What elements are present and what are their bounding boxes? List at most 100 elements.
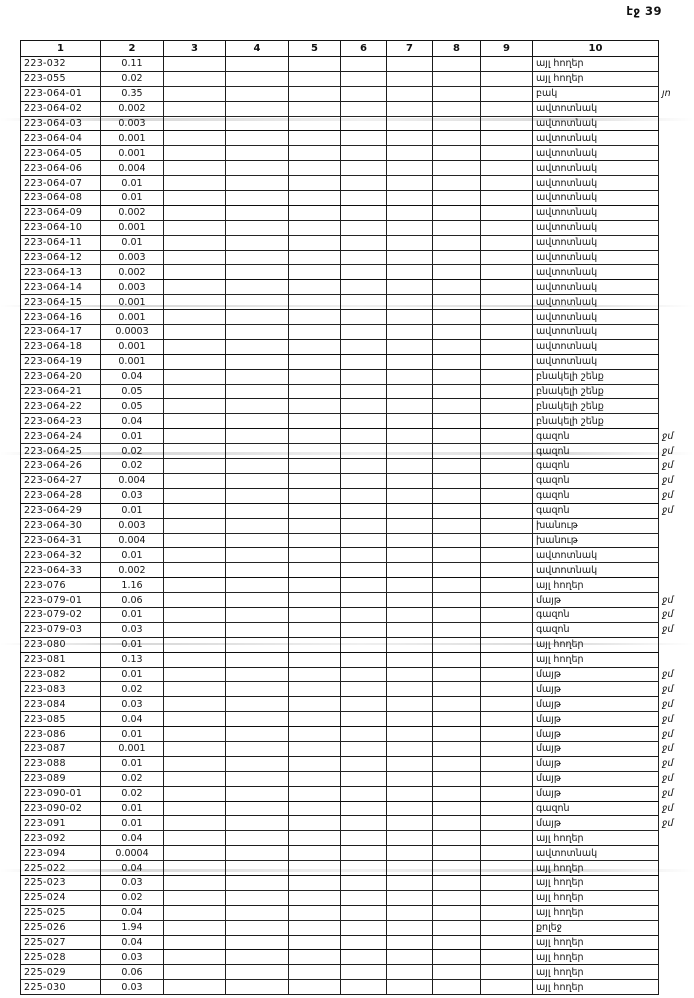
empty-cell-col8 [432, 919, 481, 936]
empty-cell-col7 [386, 740, 433, 757]
column-header-9: 9 [480, 40, 533, 57]
empty-cell-col6 [340, 502, 387, 519]
table-row: 223-090-02 0.01 գազոն ջմ [20, 800, 694, 817]
empty-cell-col5 [288, 279, 341, 296]
empty-cell-col4 [225, 755, 289, 772]
empty-cell-col4 [225, 324, 289, 340]
empty-cell-col7 [386, 562, 433, 579]
empty-cell-col8 [432, 279, 481, 296]
empty-cell-col4 [225, 443, 289, 460]
parcel-code-cell: 223-064-23 [20, 413, 101, 430]
parcel-code-cell: 223-091 [20, 815, 101, 832]
parcel-code-cell: 225-029 [20, 964, 101, 981]
parcel-code-cell: 223-089 [20, 770, 101, 787]
empty-cell-col8 [432, 889, 481, 906]
empty-cell-col9 [480, 487, 533, 504]
empty-cell-col3 [163, 368, 226, 385]
empty-cell-col7 [386, 532, 433, 549]
empty-cell-col9 [480, 934, 533, 951]
empty-cell-col8 [432, 681, 481, 698]
empty-cell-col3 [163, 70, 226, 87]
table-row: 223-064-11 0.01 ավտոտնակ [20, 234, 694, 251]
empty-cell-col3 [163, 621, 226, 638]
empty-cell-col5 [288, 740, 341, 757]
empty-cell-col5 [288, 249, 341, 266]
area-value-cell: 0.35 [100, 85, 164, 102]
table-row: 223-087 0.001 մայթ ջմ [20, 740, 694, 757]
empty-cell-col7 [386, 592, 433, 608]
area-value-cell: 0.02 [100, 458, 164, 474]
empty-cell-col5 [288, 353, 341, 370]
empty-cell-col8 [432, 860, 481, 876]
parcel-code-cell: 223-064-05 [20, 145, 101, 162]
land-use-cell: բակ [532, 85, 659, 102]
empty-cell-col8 [432, 502, 481, 519]
empty-cell-col8 [432, 577, 481, 594]
empty-cell-col4 [225, 56, 289, 72]
empty-cell-col7 [386, 666, 433, 683]
area-value-cell: 0.04 [100, 830, 164, 847]
parcel-code-cell: 223-064-17 [20, 324, 101, 340]
empty-cell-col6 [340, 949, 387, 966]
empty-cell-col9 [480, 815, 533, 832]
margin-handwritten-note: ջմ [662, 668, 674, 680]
margin-handwritten-note [659, 905, 694, 920]
empty-cell-col4 [225, 502, 289, 519]
empty-cell-col8 [432, 666, 481, 683]
empty-cell-col7 [386, 934, 433, 951]
margin-handwritten-note [659, 146, 694, 161]
empty-cell-col5 [288, 696, 341, 713]
empty-cell-col8 [432, 547, 481, 564]
table-row: 223-064-18 0.001 ավտոտնակ [20, 338, 694, 355]
empty-cell-col6 [340, 219, 387, 236]
empty-cell-col7 [386, 70, 433, 87]
empty-cell-col8 [432, 904, 481, 921]
empty-cell-col4 [225, 487, 289, 504]
parcel-code-cell: 223-064-20 [20, 368, 101, 385]
empty-cell-col3 [163, 681, 226, 698]
empty-cell-col8 [432, 145, 481, 162]
area-value-cell: 0.001 [100, 219, 164, 236]
table-row: 225-024 0.02 այլ հողեր [20, 889, 694, 906]
empty-cell-col5 [288, 919, 341, 936]
empty-cell-col7 [386, 904, 433, 921]
area-value-cell: 0.02 [100, 70, 164, 87]
empty-cell-col6 [340, 487, 387, 504]
empty-cell-col6 [340, 666, 387, 683]
land-use-cell: բնակելի շենք [532, 413, 659, 430]
margin-handwritten-note [659, 176, 694, 191]
table-header: 1 2 3 4 5 6 7 8 9 10 [20, 40, 694, 57]
table-row: 223-064-25 0.02 գազոն ջմ [20, 443, 694, 460]
empty-cell-col8 [432, 264, 481, 281]
empty-cell-col5 [288, 85, 341, 102]
empty-cell-col8 [432, 487, 481, 504]
table-row: 223-064-33 0.002 ավտոտնակ [20, 562, 694, 579]
area-value-cell: 0.01 [100, 666, 164, 683]
land-use-cell: մայթ [532, 755, 659, 772]
land-use-cell: այլ հողեր [532, 904, 659, 921]
margin-handwritten-note [659, 220, 694, 235]
empty-cell-col9 [480, 681, 533, 698]
empty-cell-col4 [225, 815, 289, 832]
land-use-cell: ավտոտնակ [532, 145, 659, 162]
empty-cell-col7 [386, 383, 433, 400]
empty-cell-col4 [225, 160, 289, 177]
empty-cell-col5 [288, 964, 341, 981]
empty-cell-col8 [432, 696, 481, 713]
table-row: 223-084 0.03 մայթ ջմ [20, 696, 694, 713]
empty-cell-col3 [163, 234, 226, 251]
margin-handwritten-note [659, 652, 694, 667]
empty-cell-col3 [163, 204, 226, 221]
empty-cell-col4 [225, 383, 289, 400]
table-row: 223-064-04 0.001 ավտոտնակ [20, 130, 694, 147]
empty-cell-col3 [163, 517, 226, 534]
parcel-code-cell: 223-083 [20, 681, 101, 698]
area-value-cell: 1.16 [100, 577, 164, 594]
land-parcels-table-container: 1 2 3 4 5 6 7 8 9 10 223-032 0.11 այլ հողեր 223-055 0… [20, 40, 694, 996]
empty-cell-col9 [480, 696, 533, 713]
margin-handwritten-note [659, 265, 694, 280]
empty-cell-col9 [480, 160, 533, 177]
parcel-code-cell: 223-064-32 [20, 547, 101, 564]
margin-handwritten-note [659, 950, 694, 965]
table-body: 223-032 0.11 այլ հողեր 223-055 0.02 այլ հողեր… [20, 56, 694, 996]
